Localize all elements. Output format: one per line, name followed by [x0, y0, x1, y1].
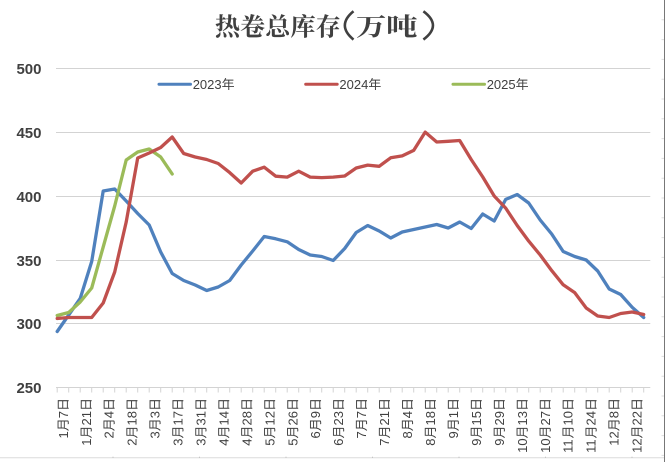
svg-text:10: 10 [561, 411, 576, 425]
svg-text:10: 10 [538, 438, 553, 452]
svg-text:18: 18 [423, 411, 438, 425]
svg-text:5: 5 [262, 438, 277, 445]
svg-text:21: 21 [79, 411, 94, 425]
svg-text:3: 3 [148, 431, 163, 438]
svg-text:13: 13 [515, 411, 530, 425]
svg-text:29: 29 [492, 411, 507, 425]
svg-text:450: 450 [16, 125, 41, 142]
svg-text:400: 400 [16, 189, 41, 206]
svg-text:8: 8 [607, 411, 622, 418]
svg-text:17: 17 [171, 411, 186, 425]
svg-text:8: 8 [423, 438, 438, 445]
svg-text:9: 9 [492, 438, 507, 445]
svg-text:22: 22 [630, 411, 645, 425]
svg-text:350: 350 [16, 253, 41, 270]
svg-text:1: 1 [56, 431, 71, 438]
svg-text:6: 6 [308, 431, 323, 438]
svg-text:3: 3 [148, 411, 163, 418]
svg-text:24: 24 [584, 411, 599, 425]
svg-text:31: 31 [194, 411, 209, 425]
svg-text:9: 9 [446, 431, 461, 438]
svg-text:1: 1 [446, 411, 461, 418]
svg-text:2: 2 [102, 431, 117, 438]
svg-text:11: 11 [584, 439, 599, 453]
svg-text:7: 7 [377, 438, 392, 445]
svg-text:9: 9 [469, 438, 484, 445]
svg-text:7: 7 [354, 411, 369, 418]
svg-text:300: 300 [16, 316, 41, 333]
svg-text:12: 12 [262, 411, 277, 425]
svg-text:12: 12 [607, 431, 622, 445]
svg-text:7: 7 [354, 431, 369, 438]
svg-text:2025: 2025 [487, 77, 516, 92]
svg-text:250: 250 [16, 380, 41, 397]
svg-text:9: 9 [308, 411, 323, 418]
svg-text:26: 26 [285, 411, 300, 425]
svg-text:23: 23 [331, 411, 346, 425]
svg-text:10: 10 [515, 438, 530, 452]
svg-text:4: 4 [216, 438, 231, 445]
svg-text:15: 15 [469, 411, 484, 425]
svg-text:14: 14 [216, 411, 231, 425]
svg-text:28: 28 [239, 411, 254, 425]
svg-text:11: 11 [561, 439, 576, 453]
svg-text:5: 5 [285, 438, 300, 445]
svg-text:4: 4 [102, 411, 117, 418]
svg-text:18: 18 [125, 411, 140, 425]
svg-text:3: 3 [171, 438, 186, 445]
svg-text:1: 1 [79, 438, 94, 445]
svg-text:2023: 2023 [193, 77, 222, 92]
svg-text:27: 27 [538, 411, 553, 425]
svg-text:12: 12 [630, 438, 645, 452]
svg-text:21: 21 [377, 411, 392, 425]
svg-text:2024: 2024 [339, 77, 368, 92]
svg-text:2: 2 [125, 438, 140, 445]
svg-text:6: 6 [331, 438, 346, 445]
svg-text:8: 8 [400, 431, 415, 438]
svg-text:7: 7 [56, 411, 71, 418]
svg-text:3: 3 [194, 438, 209, 445]
svg-text:4: 4 [239, 438, 254, 445]
svg-text:500: 500 [16, 61, 41, 78]
svg-text:4: 4 [400, 411, 415, 418]
